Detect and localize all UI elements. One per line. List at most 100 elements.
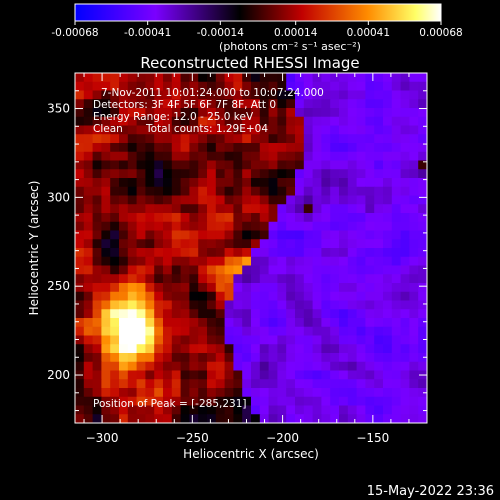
heatmap-cell — [154, 90, 164, 100]
heatmap-cell — [163, 160, 173, 170]
heatmap-cell — [268, 370, 278, 380]
heatmap-cell — [286, 134, 296, 144]
heatmap-cell — [83, 204, 94, 214]
heatmap-cell — [339, 248, 349, 258]
heatmap-cell — [83, 309, 94, 319]
colorbar-tick-label: -0.00014 — [197, 27, 245, 39]
heatmap-cell — [154, 204, 164, 214]
heatmap-cell — [215, 186, 226, 196]
heatmap-cell — [391, 125, 402, 135]
heatmap-cell — [207, 213, 217, 223]
heatmap-cell — [119, 81, 129, 91]
heatmap-cell — [347, 195, 358, 205]
heatmap-cell — [145, 300, 155, 310]
heatmap-cell — [198, 81, 208, 91]
heatmap-cell — [303, 405, 314, 415]
heatmap-cell — [268, 291, 278, 301]
heatmap-cell — [321, 344, 331, 354]
heatmap-cell — [136, 116, 146, 126]
heatmap-cell — [233, 379, 243, 389]
heatmap-cell — [383, 353, 393, 363]
heatmap-cell — [224, 283, 234, 293]
heatmap-cell — [321, 361, 331, 371]
heatmap-cell — [154, 353, 164, 363]
heatmap-cell — [365, 143, 375, 153]
heatmap-cell — [145, 283, 155, 293]
heatmap-cell — [339, 160, 349, 170]
heatmap-cell — [321, 160, 331, 170]
heatmap-cell — [303, 361, 314, 371]
heatmap-cell — [136, 274, 146, 284]
heatmap-cell — [339, 204, 349, 214]
heatmap-cell — [127, 169, 138, 179]
heatmap-cell — [127, 178, 138, 188]
heatmap-cell — [321, 81, 331, 91]
heatmap-cell — [92, 256, 102, 266]
heatmap-cell — [365, 326, 375, 336]
heatmap-cell — [215, 81, 226, 91]
heatmap-cell — [198, 90, 208, 100]
heatmap-cell — [110, 213, 120, 223]
heatmap-cell — [207, 335, 217, 345]
heatmap-cell — [409, 169, 419, 179]
heatmap-cell — [312, 204, 322, 214]
heatmap-cell — [215, 134, 226, 144]
heatmap-cell — [171, 90, 182, 100]
heatmap-cell — [224, 370, 234, 380]
heatmap-cell — [101, 353, 111, 363]
heatmap-cell — [75, 414, 85, 423]
heatmap-cell — [110, 169, 120, 179]
heatmap-cell — [409, 309, 419, 319]
heatmap-cell — [92, 405, 102, 415]
heatmap-cell — [277, 169, 287, 179]
heatmap-cell — [180, 230, 190, 240]
heatmap-cell — [127, 388, 138, 398]
heatmap-cell — [356, 160, 366, 170]
heatmap-cell — [347, 116, 358, 126]
heatmap-cell — [391, 160, 402, 170]
heatmap-cell — [92, 291, 102, 301]
heatmap-cell — [233, 90, 243, 100]
heatmap-cell — [259, 274, 270, 284]
heatmap-cell — [383, 291, 393, 301]
heatmap-cell — [127, 414, 138, 423]
heatmap-cell — [374, 151, 384, 161]
heatmap-cell — [356, 248, 366, 258]
heatmap-cell — [418, 213, 427, 223]
heatmap-cell — [207, 186, 217, 196]
heatmap-cell — [101, 151, 111, 161]
heatmap-cell — [312, 353, 322, 363]
heatmap-cell — [110, 396, 120, 406]
heatmap-cell — [400, 239, 410, 249]
heatmap-cell — [136, 169, 146, 179]
heatmap-cell — [242, 108, 252, 118]
heatmap-cell — [215, 143, 226, 153]
heatmap-cell — [136, 90, 146, 100]
heatmap-cell — [286, 186, 296, 196]
heatmap-cell — [215, 379, 226, 389]
heatmap-cell — [286, 283, 296, 293]
heatmap-cell — [189, 90, 199, 100]
heatmap-cell — [295, 195, 305, 205]
heatmap-cell — [409, 353, 419, 363]
heatmap-cell — [233, 134, 243, 144]
heatmap-cell — [75, 125, 85, 135]
heatmap-cell — [391, 186, 402, 196]
heatmap-cell — [171, 318, 182, 328]
heatmap-cell — [295, 90, 305, 100]
heatmap-cell — [383, 248, 393, 258]
heatmap-cell — [163, 178, 173, 188]
heatmap-cell — [391, 204, 402, 214]
heatmap-cell — [127, 143, 138, 153]
heatmap-cell — [286, 405, 296, 415]
heatmap-cell — [330, 125, 340, 135]
heatmap-cell — [321, 73, 331, 83]
heatmap-cell — [251, 405, 261, 415]
heatmap-cell — [198, 265, 208, 275]
heatmap-cell — [75, 379, 85, 389]
heatmap-cell — [110, 90, 120, 100]
heatmap-cell — [330, 221, 340, 231]
heatmap-cell — [418, 186, 427, 196]
heatmap-cell — [215, 204, 226, 214]
